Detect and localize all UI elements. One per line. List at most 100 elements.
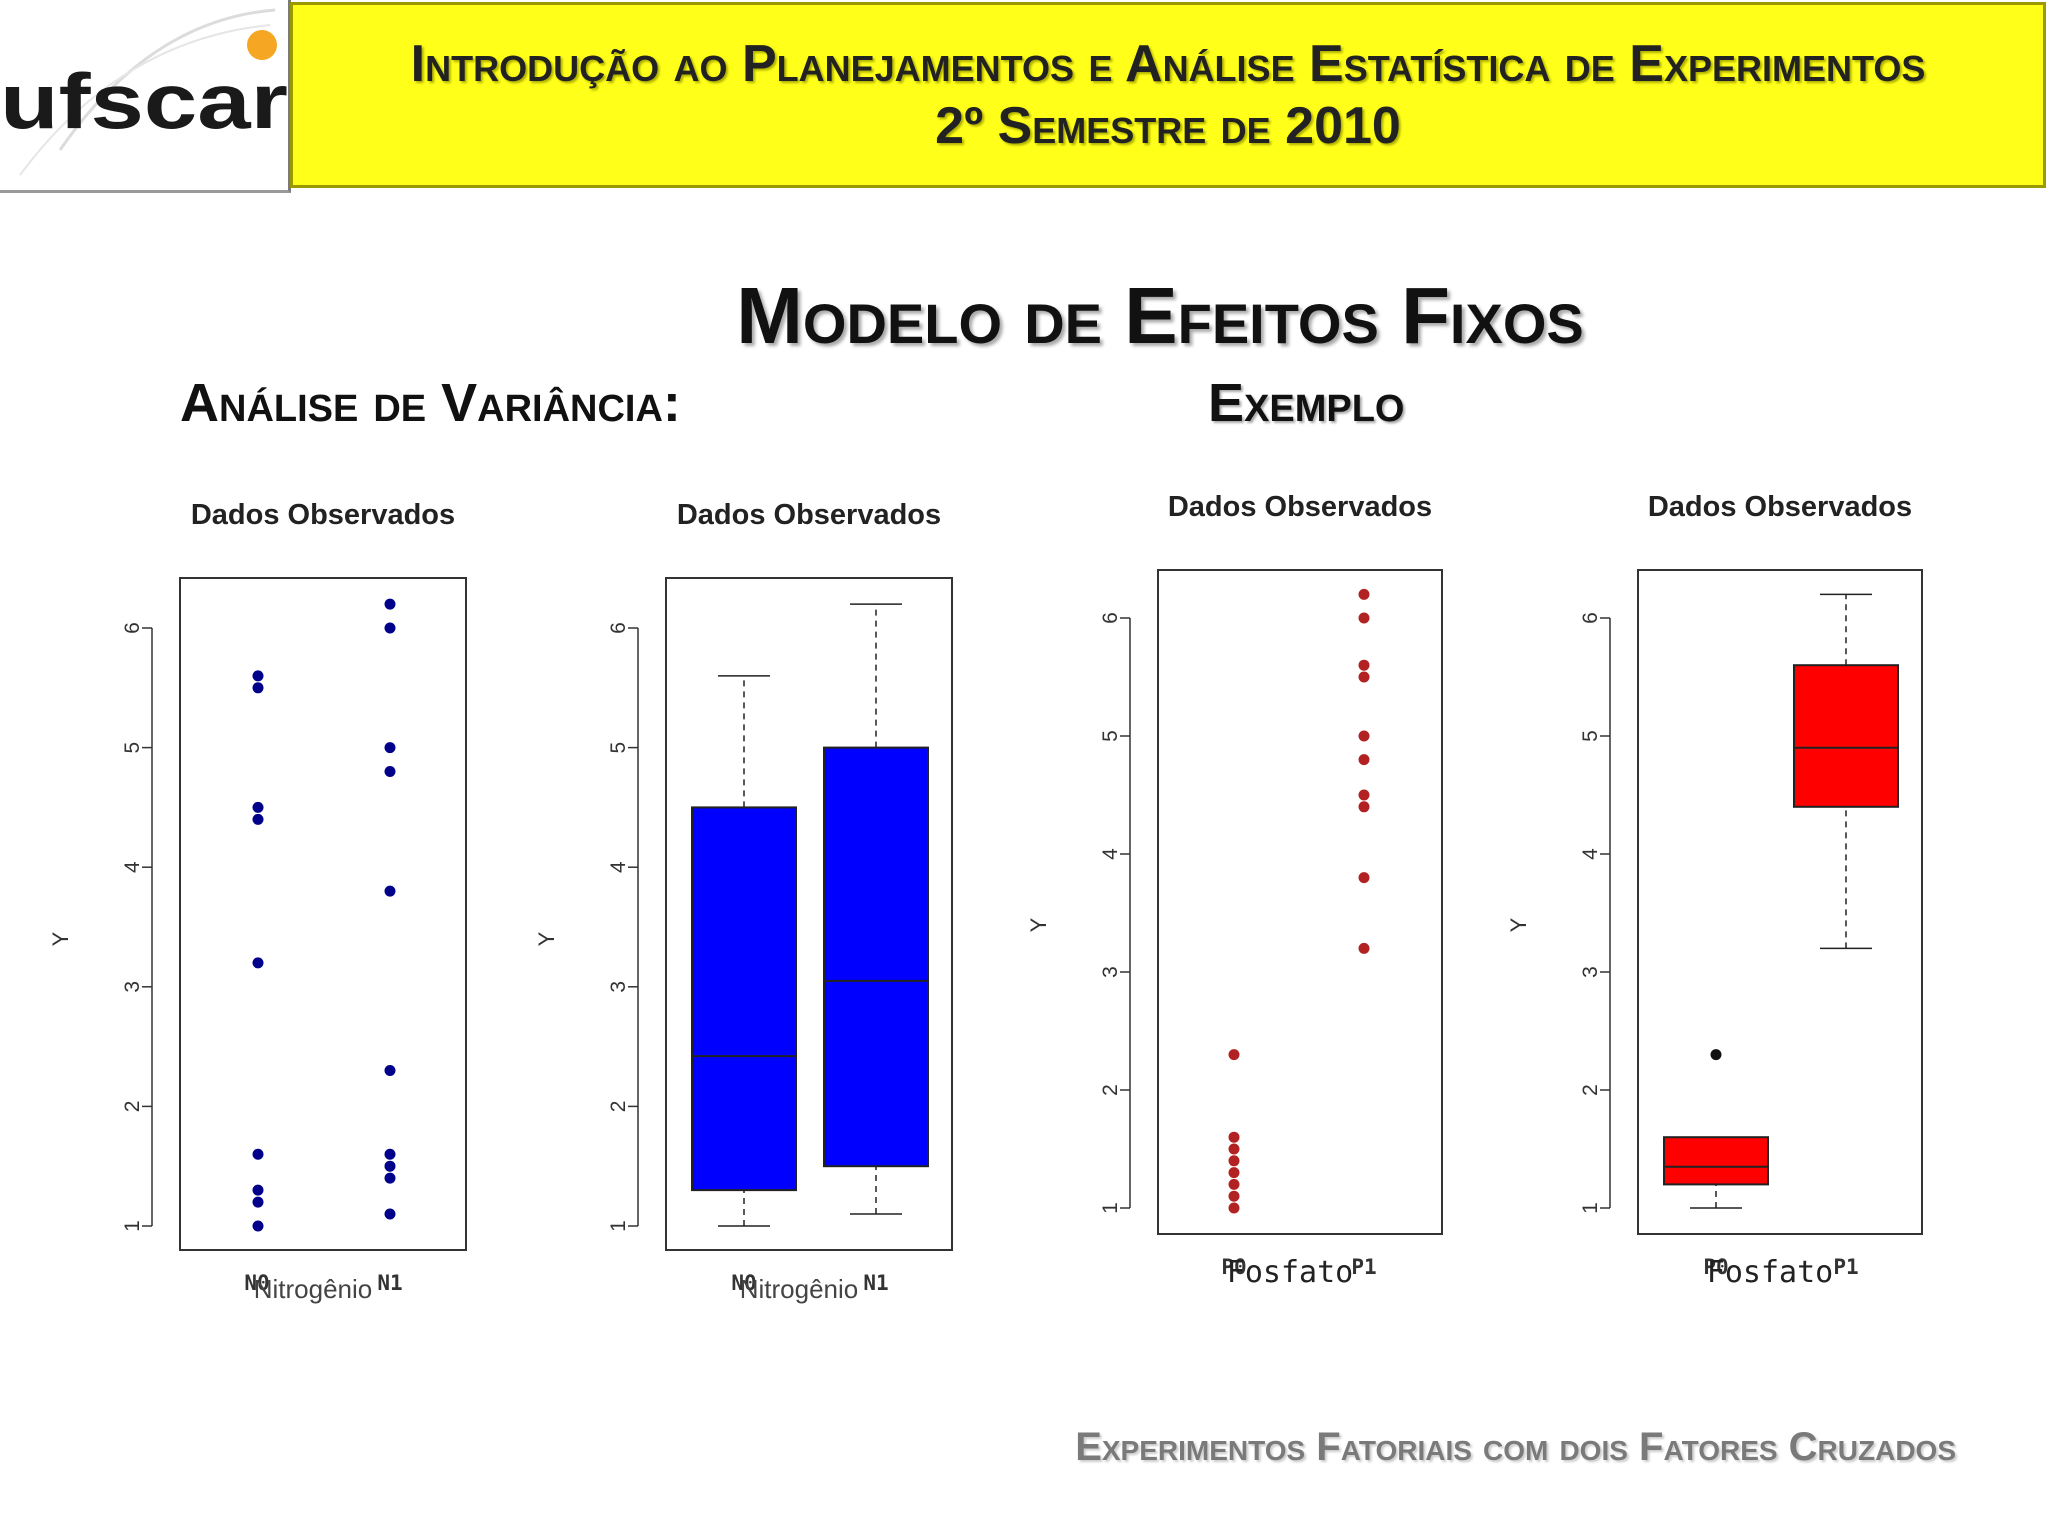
data-point xyxy=(252,682,264,694)
data-point xyxy=(1358,671,1370,683)
y-tick-label: 3 xyxy=(121,981,144,993)
ufscar-logo-graphic: ufscar xyxy=(0,8,288,176)
y-tick-label: 5 xyxy=(607,742,630,754)
y-tick-label: 4 xyxy=(607,861,630,873)
slide-header: ufscar Introdução ao Planejamentos e Aná… xyxy=(0,0,2048,193)
data-point xyxy=(1358,801,1370,813)
header-title-box: Introdução ao Planejamentos e Análise Es… xyxy=(290,2,2046,188)
y-tick-label: 2 xyxy=(607,1101,630,1113)
logo-text: ufscar xyxy=(0,57,288,145)
y-tick-label: 6 xyxy=(1579,612,1602,624)
data-point xyxy=(1358,612,1370,624)
y-tick-label: 6 xyxy=(121,622,144,634)
y-tick-label: 4 xyxy=(1099,848,1122,860)
data-point xyxy=(252,670,264,682)
y-axis-label: Y xyxy=(534,931,559,946)
box-iqr xyxy=(691,806,797,1192)
y-tick-label: 2 xyxy=(1099,1084,1122,1096)
y-tick-label: 6 xyxy=(607,622,630,634)
x-tick-label: P1 xyxy=(1833,1255,1858,1279)
data-point xyxy=(252,801,264,813)
y-tick-label: 5 xyxy=(1099,730,1122,742)
y-tick-label: 1 xyxy=(121,1220,144,1232)
plot-frame xyxy=(179,577,467,1251)
outlier-point xyxy=(1710,1049,1722,1061)
data-point xyxy=(1228,1190,1240,1202)
data-point xyxy=(1358,754,1370,766)
y-tick-label: 5 xyxy=(1579,730,1602,742)
data-point xyxy=(1228,1178,1240,1190)
x-tick-label: N0 xyxy=(731,1271,756,1295)
data-point xyxy=(1358,659,1370,671)
data-point xyxy=(252,1148,264,1160)
data-point xyxy=(1358,789,1370,801)
data-point xyxy=(1358,588,1370,600)
data-point xyxy=(1358,872,1370,884)
x-tick-label: N1 xyxy=(377,1271,402,1295)
plot-frame xyxy=(665,577,953,1251)
x-tick-label: P1 xyxy=(1351,1255,1376,1279)
chart-title: Dados Observados xyxy=(1648,491,1912,523)
data-point xyxy=(1358,730,1370,742)
data-point xyxy=(384,1160,396,1172)
data-point xyxy=(1228,1131,1240,1143)
subtitle-analise: Análise de Variância: xyxy=(180,373,681,433)
data-point xyxy=(252,1184,264,1196)
y-tick-label: 1 xyxy=(1099,1202,1122,1214)
y-tick-label: 1 xyxy=(1579,1202,1602,1214)
y-axis-label: Y xyxy=(1026,917,1051,932)
data-point xyxy=(1228,1167,1240,1179)
data-point xyxy=(384,1065,396,1077)
y-tick-label: 2 xyxy=(1579,1084,1602,1096)
data-point xyxy=(1358,942,1370,954)
x-tick-label: N0 xyxy=(244,1271,269,1295)
y-tick-label: 4 xyxy=(121,861,144,873)
box-iqr xyxy=(1793,664,1899,808)
logo-orange-dot xyxy=(247,30,277,60)
y-tick-label: 6 xyxy=(1099,612,1122,624)
y-tick-label: 1 xyxy=(607,1220,630,1232)
data-point xyxy=(384,622,396,634)
x-tick-label: P0 xyxy=(1703,1255,1728,1279)
subtitle-exemplo: Exemplo xyxy=(1208,373,1405,433)
x-tick-label: N1 xyxy=(863,1271,888,1295)
x-axis-label: Fosfato xyxy=(1707,1255,1833,1290)
data-point xyxy=(384,598,396,610)
x-axis-label: Nitrogênio xyxy=(254,1274,373,1304)
slide-footer: Experimentos Fatoriais com dois Fatores … xyxy=(1075,1425,1956,1469)
ufscar-logo: ufscar xyxy=(0,0,291,193)
box-iqr xyxy=(1663,1136,1769,1186)
chart-title: Dados Observados xyxy=(1168,491,1432,523)
data-point xyxy=(384,1172,396,1184)
data-point xyxy=(384,885,396,897)
box-iqr xyxy=(823,746,929,1168)
data-point xyxy=(252,1196,264,1208)
y-tick-label: 5 xyxy=(121,742,144,754)
data-point xyxy=(1228,1143,1240,1155)
x-axis-label: Fosfato xyxy=(1227,1255,1353,1290)
data-point xyxy=(252,1220,264,1232)
data-point xyxy=(384,1148,396,1160)
chart-title: Dados Observados xyxy=(191,499,455,531)
plot-frame xyxy=(1637,569,1923,1235)
y-tick-label: 4 xyxy=(1579,848,1602,860)
plot-frame xyxy=(1157,569,1443,1235)
y-tick-label: 3 xyxy=(1099,966,1122,978)
semester-title: 2º Semestre de 2010 xyxy=(935,97,1401,155)
data-point xyxy=(384,1208,396,1220)
y-axis-label: Y xyxy=(1506,917,1531,932)
y-tick-label: 3 xyxy=(607,981,630,993)
course-title: Introdução ao Planejamentos e Análise Es… xyxy=(410,35,1926,93)
chart-title: Dados Observados xyxy=(677,499,941,531)
data-point xyxy=(1228,1049,1240,1061)
y-axis-label: Y xyxy=(48,931,73,946)
data-point xyxy=(252,813,264,825)
x-tick-label: P0 xyxy=(1221,1255,1246,1279)
data-point xyxy=(1228,1155,1240,1167)
data-point xyxy=(252,957,264,969)
data-point xyxy=(1228,1202,1240,1214)
